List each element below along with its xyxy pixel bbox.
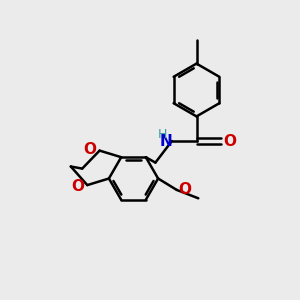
Text: O: O	[178, 182, 191, 197]
Text: O: O	[84, 142, 97, 157]
Text: O: O	[223, 134, 236, 148]
Text: O: O	[71, 179, 84, 194]
Text: N: N	[160, 134, 172, 148]
Text: H: H	[158, 128, 168, 142]
